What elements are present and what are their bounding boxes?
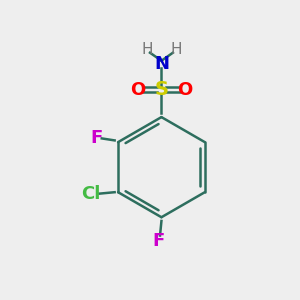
Text: N: N: [154, 55, 169, 73]
Text: F: F: [91, 129, 103, 147]
Text: Cl: Cl: [81, 184, 101, 202]
Text: H: H: [170, 42, 182, 57]
Text: S: S: [154, 80, 168, 99]
Text: O: O: [177, 81, 193, 99]
Text: O: O: [130, 81, 146, 99]
Text: H: H: [141, 42, 153, 57]
Text: F: F: [152, 232, 165, 250]
